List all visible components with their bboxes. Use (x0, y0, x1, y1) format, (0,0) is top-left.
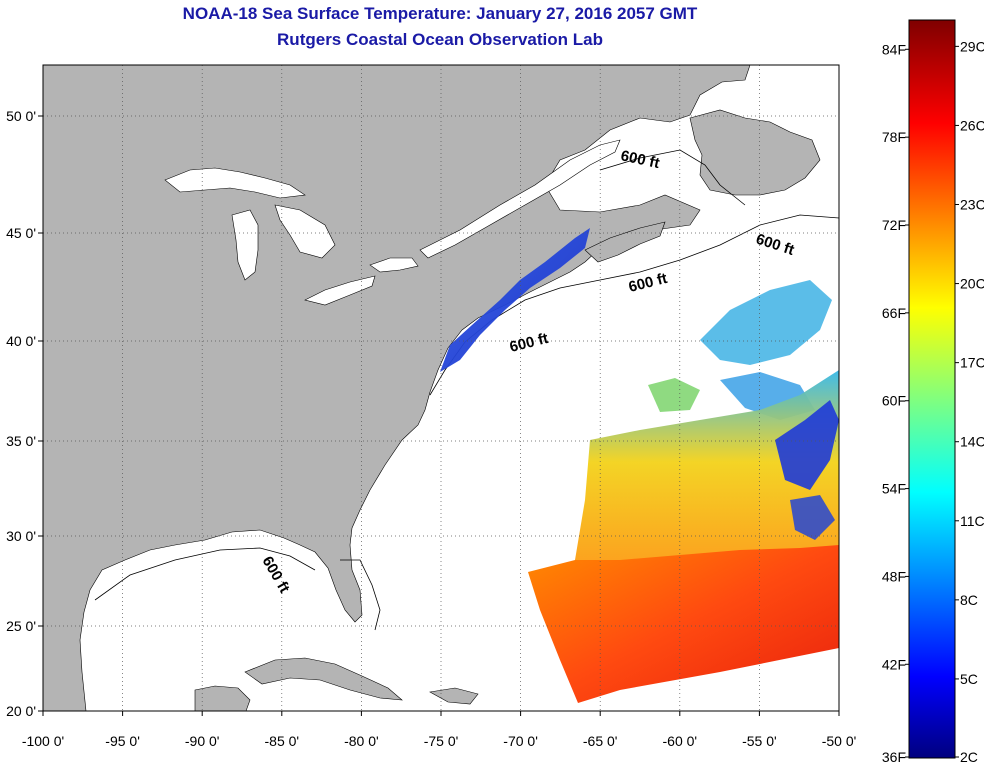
sst-warm-swath (528, 545, 839, 703)
x-tick-label: -85 0' (265, 733, 300, 749)
y-tick-label: 40 0' (6, 333, 36, 349)
sst-swath (440, 228, 839, 703)
lake-erie (304, 275, 376, 306)
x-tick-label: -80 0' (344, 733, 379, 749)
lake-ontario (369, 257, 419, 273)
x-tick-label: -75 0' (424, 733, 459, 749)
land-cuba (244, 657, 403, 701)
land-hispaniola (429, 687, 479, 705)
st-lawrence (419, 139, 621, 259)
sst-cold-eddy (775, 400, 839, 490)
land-yucatan (194, 685, 251, 711)
land-nova-scotia (584, 221, 666, 263)
x-axis: -100 0' -95 0' -90 0' -85 0' -80 0' -75 0' -70… (22, 711, 856, 749)
land-north-america (43, 65, 751, 711)
x-tick-label: -95 0' (105, 733, 140, 749)
x-tick-label: -65 0' (583, 733, 618, 749)
sst-main-swath (575, 370, 839, 600)
isobath-line (599, 149, 746, 206)
isobath-line (94, 547, 316, 601)
land-newfoundland (689, 109, 821, 196)
map-grid (43, 65, 839, 711)
y-tick-label: 45 0' (6, 225, 36, 241)
sst-patch (700, 280, 832, 365)
lake-michigan (231, 209, 259, 281)
x-tick-label: -70 0' (503, 733, 538, 749)
sst-coastal-cold (440, 228, 590, 372)
lake-huron (274, 204, 336, 259)
y-tick-label: 35 0' (6, 433, 36, 449)
map-title: NOAA-18 Sea Surface Temperature: January… (182, 4, 698, 23)
x-tick-label: -90 0' (185, 733, 220, 749)
sst-patch (648, 378, 700, 412)
x-tick-label: -100 0' (22, 733, 64, 749)
x-tick-label: -50 0' (822, 733, 857, 749)
y-tick-label: 30 0' (6, 528, 36, 544)
lake-superior (164, 167, 306, 199)
y-tick-label: 25 0' (6, 618, 36, 634)
y-tick-label: 20 0' (6, 703, 36, 719)
sst-cold-eddy (790, 495, 835, 540)
x-tick-label: -60 0' (663, 733, 698, 749)
isobath-line (340, 559, 381, 631)
y-axis: 20 0' 25 0' 30 0' 35 0' 40 0' 45 0' 50 0' (6, 108, 43, 719)
x-tick-label: -55 0' (742, 733, 777, 749)
map-subtitle: Rutgers Coastal Ocean Observation Lab (277, 30, 603, 49)
y-tick-label: 50 0' (6, 108, 36, 124)
